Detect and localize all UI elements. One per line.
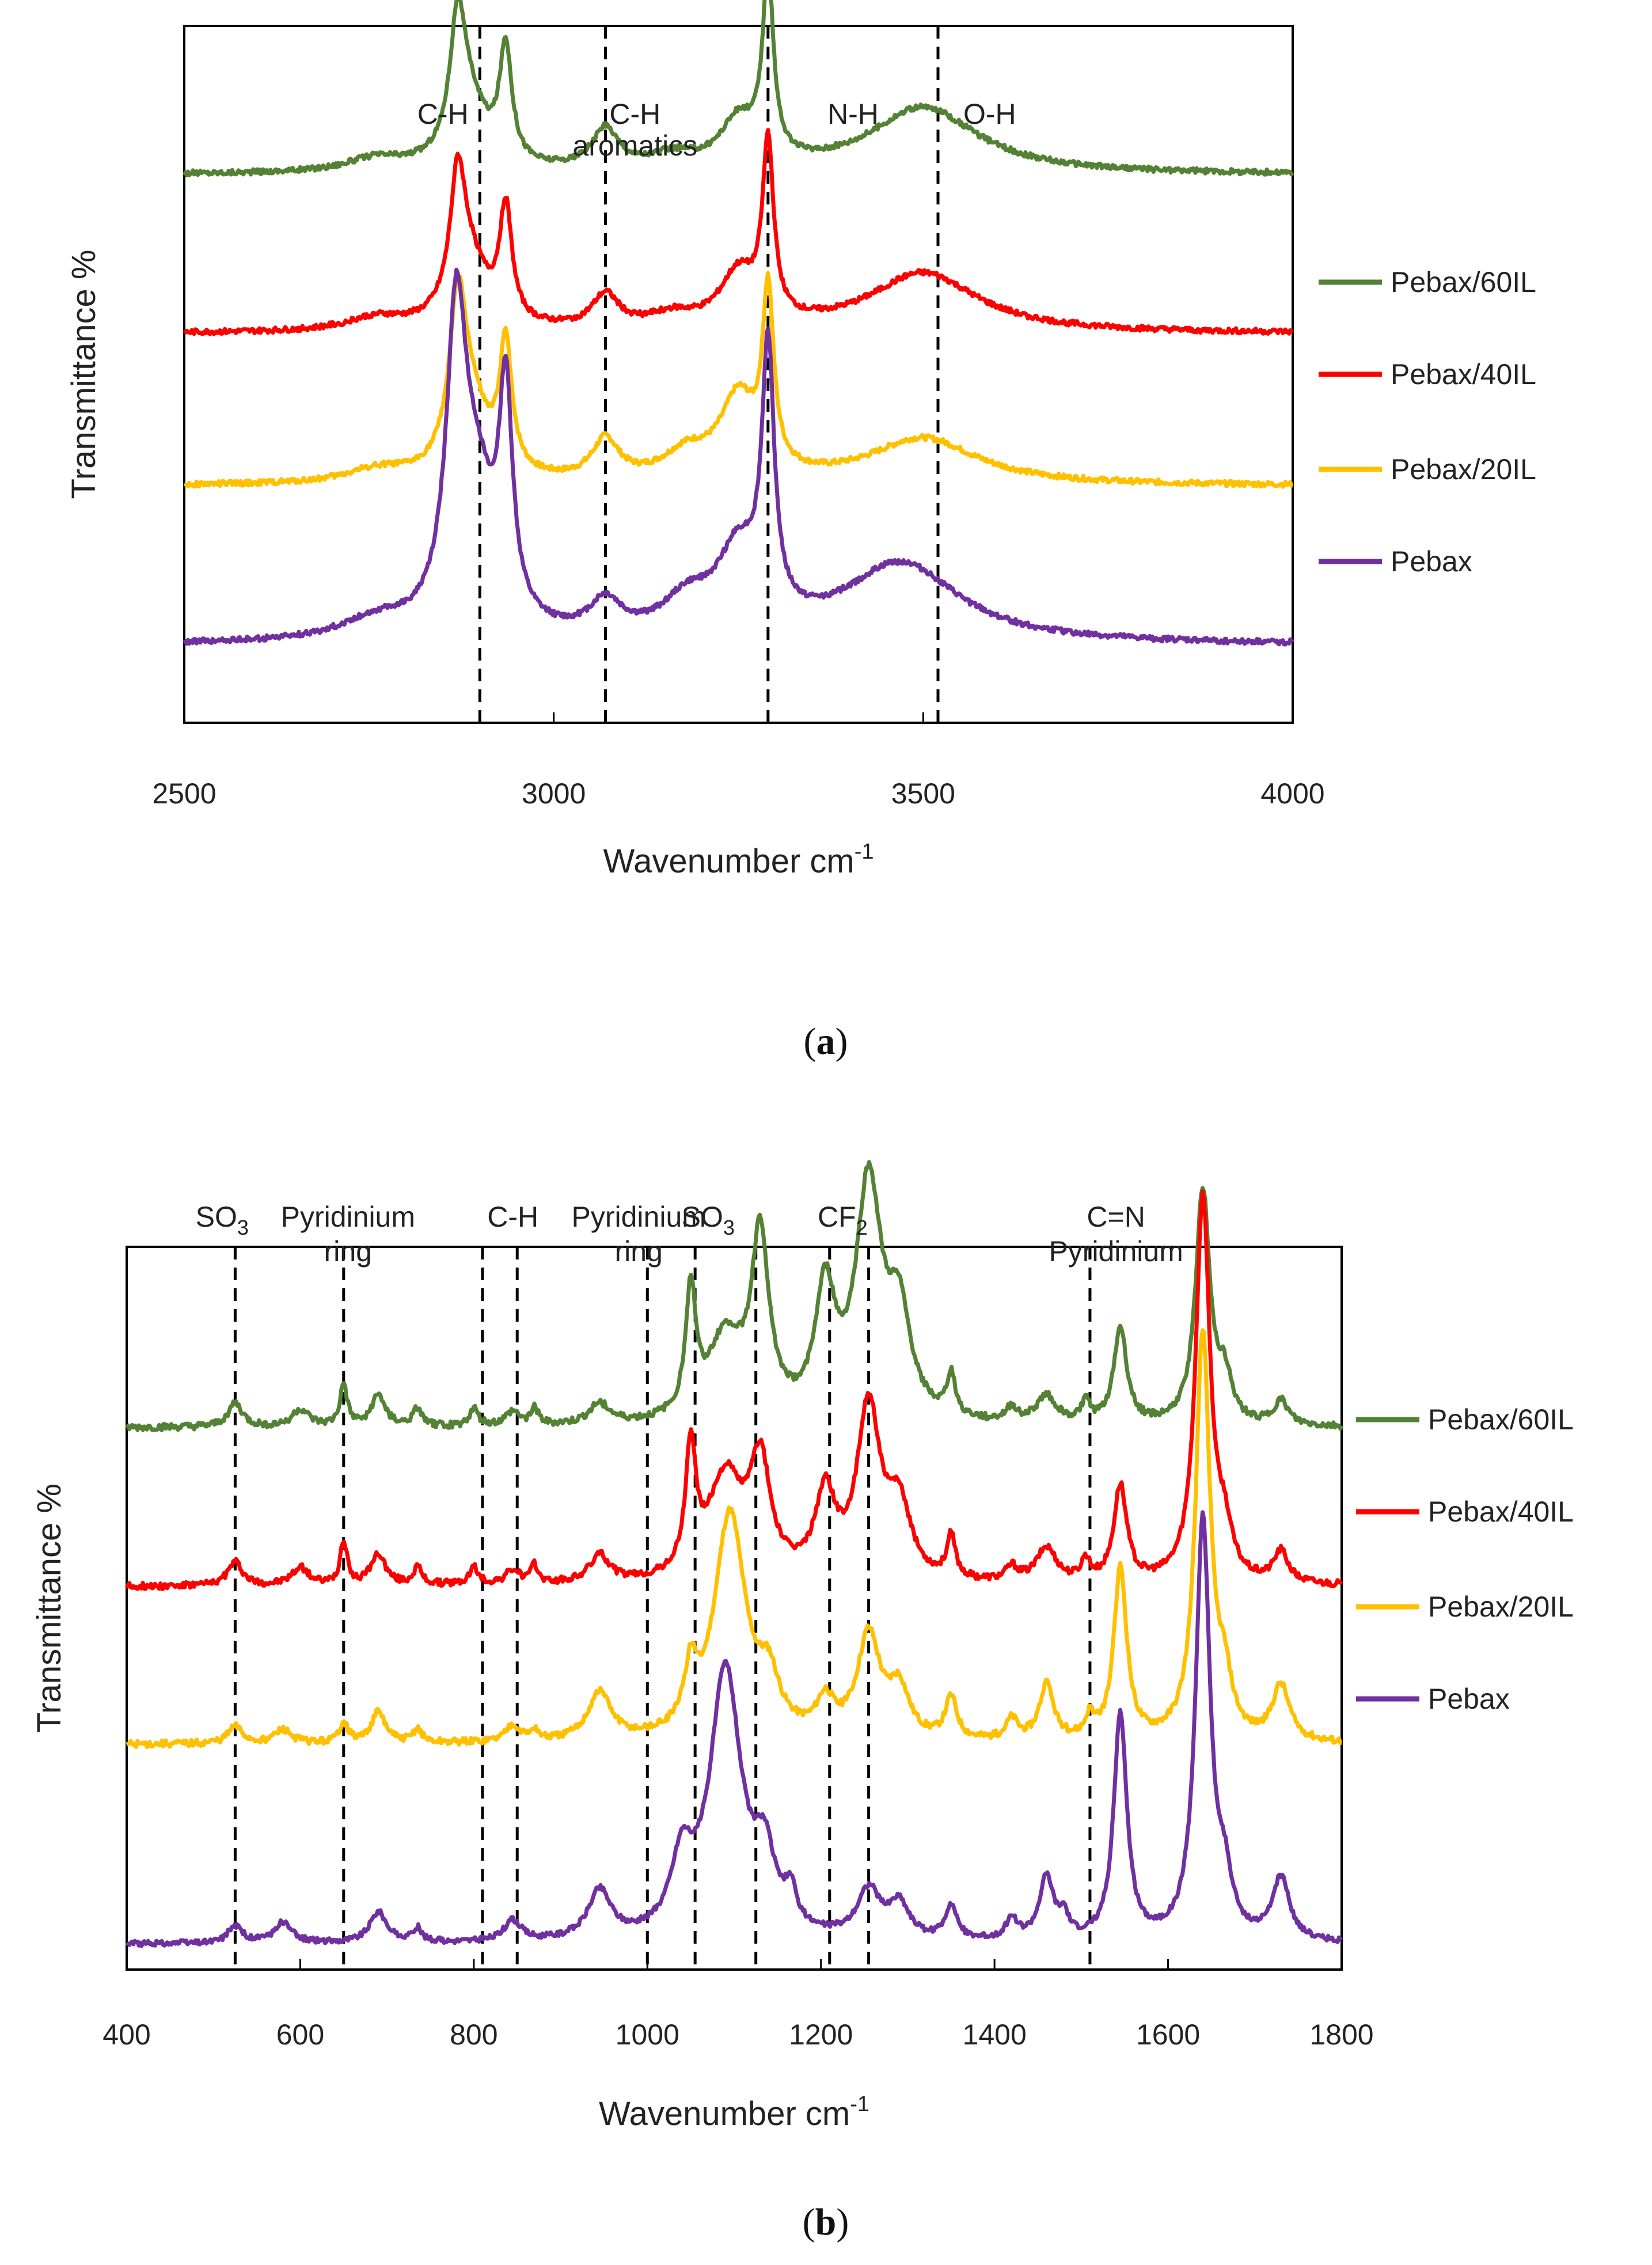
x-tick-label: 1000 xyxy=(616,2019,679,2051)
series-line-pebax-60il xyxy=(182,0,1294,177)
plot-frame xyxy=(183,25,1294,724)
annotation-label: ring xyxy=(324,1235,372,1268)
series-line-pebax-60il xyxy=(125,1160,1344,1432)
plot-frame xyxy=(126,1246,1343,1971)
x-tick-label: 3000 xyxy=(522,777,586,810)
series-line-pebax xyxy=(182,267,1294,647)
x-tick-label: 600 xyxy=(276,2019,324,2051)
x-tick-label: 400 xyxy=(102,2019,150,2051)
annotation-label: C=N xyxy=(1087,1201,1145,1233)
x-tick-label: 1400 xyxy=(963,2019,1027,2051)
annotation-label: ring xyxy=(615,1235,663,1268)
annotation-label: SO3 xyxy=(196,1201,249,1239)
x-axis-label: Wavenumber cm-1 xyxy=(603,840,874,880)
legend-label: Pebax xyxy=(1428,1683,1510,1715)
annotation-label: SO3 xyxy=(682,1201,735,1239)
annotation-label: C-H xyxy=(417,98,469,130)
annotation-label: aromatics xyxy=(572,130,697,162)
series-line-pebax-40il xyxy=(124,1189,1343,1591)
x-tick-label: 1200 xyxy=(789,2019,853,2051)
legend-label: Pebax/60IL xyxy=(1428,1403,1574,1436)
annotation-label: Pyridinium xyxy=(281,1201,415,1233)
x-tick-label: 1800 xyxy=(1309,2019,1373,2051)
legend-label: Pebax/60IL xyxy=(1391,266,1536,298)
y-axis-label: Transmittance % xyxy=(65,250,102,499)
legend-label: Pebax/20IL xyxy=(1391,453,1536,485)
annotation-label: Pyridinium xyxy=(1049,1235,1183,1268)
legend-label: Pebax/20IL xyxy=(1428,1591,1574,1623)
legend-label: Pebax xyxy=(1391,545,1472,578)
annotation-label: ring xyxy=(324,1235,372,1268)
x-axis-label: Wavenumber cm-1 xyxy=(599,2092,869,2133)
x-tick-label: 4000 xyxy=(1260,777,1324,810)
x-tick-label: 800 xyxy=(450,2019,498,2051)
x-tick-label: 2500 xyxy=(152,777,216,810)
legend-label: Pebax/40IL xyxy=(1391,358,1536,390)
annotation-label: C-H xyxy=(609,98,660,130)
series-line-pebax xyxy=(125,1510,1343,1948)
series-line-pebax-20il xyxy=(126,1328,1343,1750)
y-axis-label: Transmittance % xyxy=(31,1484,68,1733)
series-line-pebax-40il xyxy=(183,128,1294,336)
annotation-label: Pyridinium xyxy=(572,1201,706,1233)
chart-panel-a: 2500 3000 3500 4000 Pebax/60IL Pebax/40IL Peba… xyxy=(65,0,1536,1063)
legend-label: Pebax/40IL xyxy=(1428,1496,1574,1528)
series-line-pebax-20il xyxy=(183,271,1294,489)
x-tick-label: 1600 xyxy=(1136,2019,1200,2051)
annotation-label: N-H xyxy=(827,98,879,130)
panel-caption: (b) xyxy=(803,2201,849,2243)
x-tick-label: 3500 xyxy=(891,777,955,810)
chart-panel-b: 400 600 800 1000 1200 1400 1600 1800 Pebax/60IL P… xyxy=(31,1160,1574,2243)
panel-caption: (a) xyxy=(804,1020,848,1063)
annotation-label: O-H xyxy=(963,98,1016,130)
annotation-label: C-H xyxy=(487,1201,538,1233)
